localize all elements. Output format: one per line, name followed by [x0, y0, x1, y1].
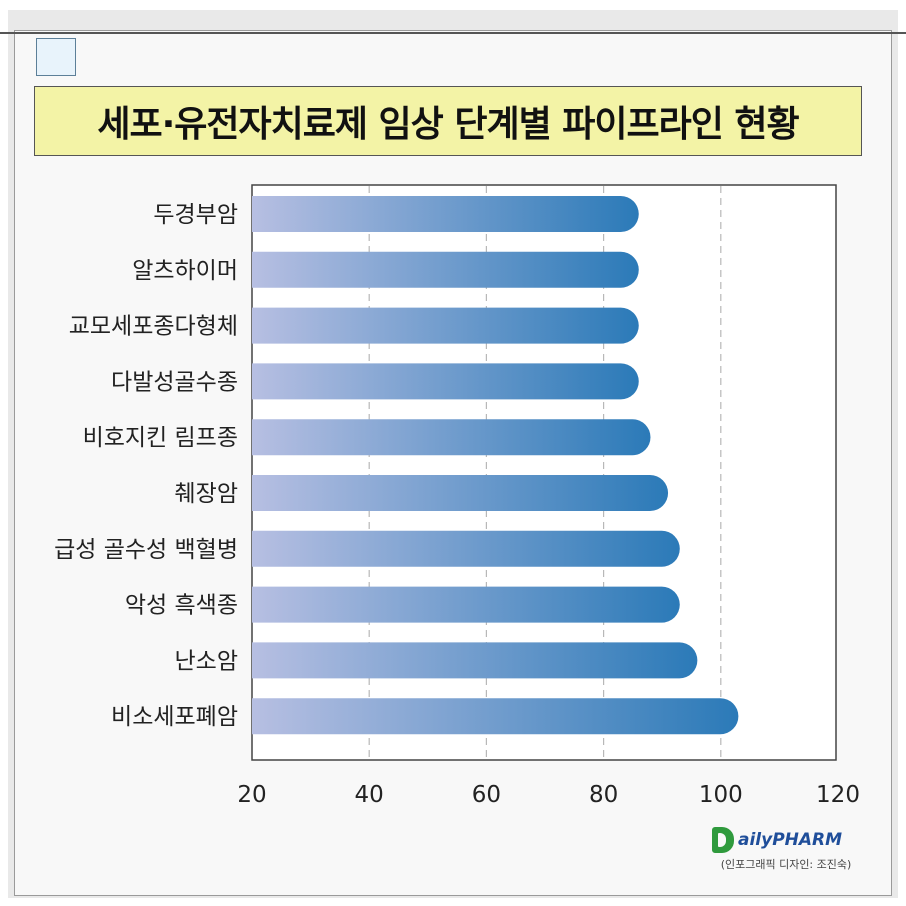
category-label-8: 악성 흑색종 — [125, 593, 238, 619]
corner-decoration — [36, 38, 76, 76]
category-label-5: 비호지킨 림프종 — [83, 425, 238, 451]
bar-3 — [252, 307, 639, 344]
bar-10 — [252, 698, 739, 735]
bar-4 — [252, 363, 639, 400]
logo-d-icon — [712, 827, 734, 853]
bar-5 — [252, 419, 651, 456]
category-label-4: 다발성골수종 — [111, 369, 238, 395]
category-label-1: 두경부암 — [153, 202, 238, 228]
x-tick-120: 120 — [816, 782, 860, 808]
design-credit: (인포그래픽 디자인: 조진숙) — [720, 858, 852, 871]
bar-6 — [252, 475, 669, 511]
bar-7 — [252, 530, 680, 567]
x-tick-20: 20 — [237, 782, 266, 808]
category-label-7: 급성 골수성 백혈병 — [54, 537, 238, 563]
bar-9 — [252, 642, 698, 679]
x-tick-80: 80 — [589, 782, 618, 808]
category-label-3: 교모세포종다형체 — [69, 314, 238, 340]
logo-text: ailyPHARM — [738, 830, 843, 850]
top-rule — [0, 8, 906, 34]
x-tick-100: 100 — [699, 782, 743, 808]
category-label-6: 췌장암 — [175, 481, 238, 507]
bar-2 — [252, 251, 639, 288]
x-tick-60: 60 — [472, 782, 501, 808]
chart-title: 세포·유전자치료제 임상 단계별 파이프라인 현황 — [97, 104, 799, 145]
bar-1 — [252, 196, 639, 232]
title-banner: 세포·유전자치료제 임상 단계별 파이프라인 현황 — [34, 86, 862, 156]
category-label-10: 비소세포폐암 — [111, 704, 238, 730]
bar-8 — [252, 586, 680, 623]
category-label-2: 알츠하이머 — [132, 258, 238, 284]
x-tick-40: 40 — [355, 782, 384, 808]
category-label-9: 난소암 — [175, 648, 238, 674]
dailypharm-logo: ailyPHARM — [712, 826, 862, 854]
